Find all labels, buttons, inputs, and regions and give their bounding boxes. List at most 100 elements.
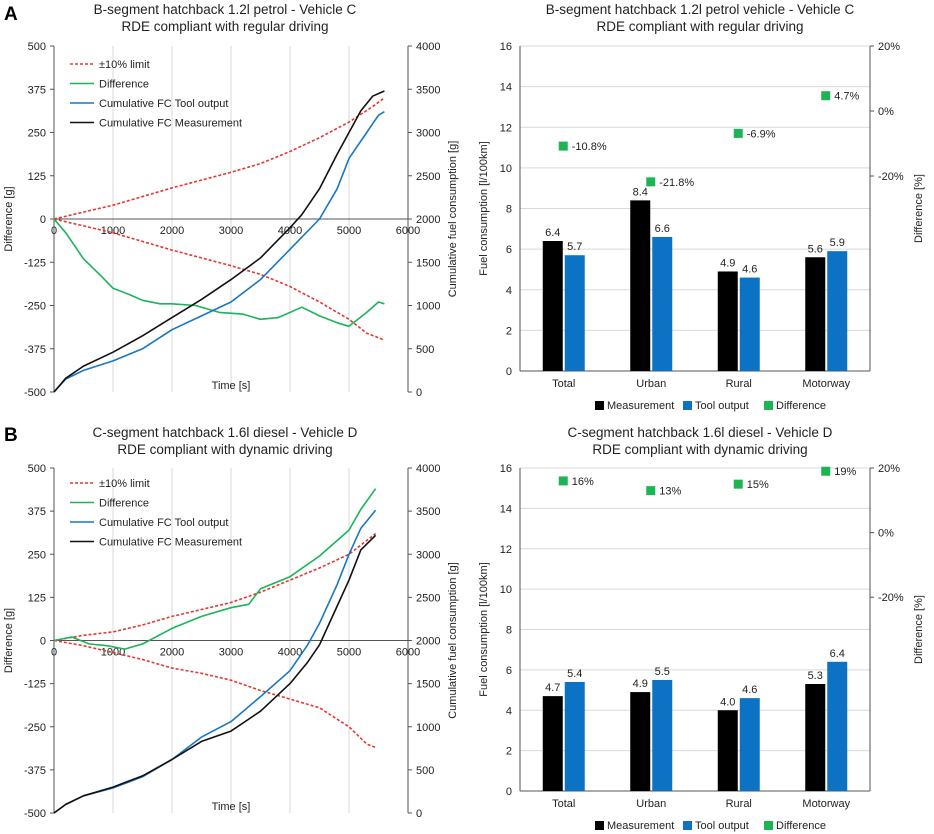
legend-label: Cumulative FC Measurement bbox=[99, 118, 242, 130]
y-tick-label: 6 bbox=[506, 665, 512, 677]
data-label-tool-output: 4.6 bbox=[742, 684, 757, 696]
bar-chart-vehicle-d: C-segment hatchback 1.6l diesel - Vehicl… bbox=[478, 425, 925, 832]
legend-label: Difference bbox=[99, 79, 149, 91]
panel-letter-a: A bbox=[4, 4, 18, 25]
legend-label: Cumulative FC Measurement bbox=[99, 537, 242, 549]
data-label-difference: -10.8% bbox=[572, 141, 607, 153]
x-tick-label: 2000 bbox=[160, 225, 184, 237]
y2-tick-label: 2500 bbox=[416, 592, 440, 604]
legend-swatch bbox=[764, 821, 773, 830]
category-label: Motorway bbox=[802, 378, 850, 390]
x-tick-label: 0 bbox=[51, 225, 57, 237]
y2-tick-label: 500 bbox=[416, 344, 434, 356]
marker-difference bbox=[558, 476, 568, 486]
bar-tool-output bbox=[652, 236, 673, 371]
y2-axis-label: Cumulative fuel consumption [g] bbox=[447, 141, 459, 298]
x-tick-label: 5000 bbox=[337, 225, 361, 237]
y2-axis-label: Difference [%] bbox=[913, 174, 925, 243]
y2-tick-label: -20% bbox=[878, 592, 904, 604]
legend-label: ±10% limit bbox=[99, 478, 150, 490]
y-tick-label: 375 bbox=[28, 506, 46, 518]
data-label-tool-output: 5.5 bbox=[655, 666, 670, 678]
marker-difference bbox=[821, 91, 831, 101]
series-line-10-limit-lower bbox=[53, 218, 385, 341]
x-tick-label: 6000 bbox=[396, 225, 420, 237]
legend-label: Tool output bbox=[695, 820, 749, 832]
y2-tick-label: 0% bbox=[878, 528, 894, 540]
y2-tick-label: 0 bbox=[416, 387, 422, 399]
y-tick-label: 14 bbox=[500, 503, 512, 515]
y2-tick-label: 0% bbox=[878, 106, 894, 118]
y-tick-label: 10 bbox=[500, 584, 512, 596]
y-tick-label: 4 bbox=[506, 705, 512, 717]
y-tick-label: -375 bbox=[24, 765, 46, 777]
bar-tool-output bbox=[827, 251, 848, 371]
bar-tool-output bbox=[827, 661, 848, 791]
series-line-difference bbox=[53, 218, 385, 328]
data-label-tool-output: 6.6 bbox=[655, 223, 670, 235]
bar-measurement bbox=[717, 710, 738, 791]
y2-tick-label: 20% bbox=[878, 41, 900, 53]
bar-measurement bbox=[630, 692, 651, 791]
x-tick-label: 3000 bbox=[219, 225, 243, 237]
chart-title: C-segment hatchback 1.6l diesel - Vehicl… bbox=[93, 425, 358, 440]
series-line-cumulative-fc-measurement bbox=[53, 534, 377, 814]
chart-title: C-segment hatchback 1.6l diesel - Vehicl… bbox=[568, 425, 833, 440]
y-tick-label: -125 bbox=[24, 257, 46, 269]
bar-tool-output bbox=[652, 679, 673, 791]
y-tick-label: -125 bbox=[24, 679, 46, 691]
legend-label: Difference bbox=[776, 400, 826, 412]
data-label-measurement: 6.4 bbox=[545, 227, 560, 239]
series-line-cumulative-fc-tool-output bbox=[53, 111, 385, 393]
y-tick-label: 250 bbox=[28, 128, 46, 140]
data-label-measurement: 4.0 bbox=[720, 696, 735, 708]
legend-label: Cumulative FC Tool output bbox=[99, 517, 228, 529]
category-label: Urban bbox=[636, 378, 666, 390]
data-label-tool-output: 5.9 bbox=[830, 237, 845, 249]
chart-subtitle: RDE compliant with dynamic driving bbox=[117, 442, 332, 457]
bar-measurement bbox=[542, 241, 563, 371]
series-line-difference bbox=[53, 488, 377, 650]
panel-letter-b: B bbox=[4, 425, 18, 446]
bar-tool-output bbox=[564, 255, 585, 371]
data-label-tool-output: 5.7 bbox=[567, 241, 582, 253]
y2-tick-label: 4000 bbox=[416, 463, 440, 475]
series-line-cumulative-fc-tool-output bbox=[53, 509, 377, 814]
y2-axis-label: Difference [%] bbox=[913, 595, 925, 664]
data-label-tool-output: 5.4 bbox=[567, 668, 582, 680]
data-label-difference: -6.9% bbox=[747, 128, 776, 140]
y-tick-label: 375 bbox=[28, 84, 46, 96]
series-line-10-limit-lower bbox=[53, 639, 376, 749]
x-tick-label: 0 bbox=[51, 647, 57, 659]
y-tick-label: 125 bbox=[28, 592, 46, 604]
y-tick-label: 0 bbox=[40, 214, 46, 226]
y2-tick-label: 3500 bbox=[416, 506, 440, 518]
y-tick-label: 16 bbox=[500, 463, 512, 475]
y2-tick-label: 500 bbox=[416, 765, 434, 777]
legend-swatch bbox=[595, 821, 604, 830]
marker-difference bbox=[821, 466, 831, 476]
legend-label: Difference bbox=[776, 820, 826, 832]
y-tick-label: 0 bbox=[506, 786, 512, 798]
x-axis-label: Time [s] bbox=[212, 380, 251, 392]
y-tick-label: 6 bbox=[506, 244, 512, 256]
y-tick-label: 0 bbox=[506, 366, 512, 378]
y-tick-label: 500 bbox=[28, 463, 46, 475]
marker-difference bbox=[558, 141, 568, 151]
bar-tool-output bbox=[739, 698, 760, 791]
y-tick-label: 2 bbox=[506, 746, 512, 758]
y-axis-label: Difference [g] bbox=[3, 608, 15, 673]
data-label-tool-output: 6.4 bbox=[830, 648, 845, 660]
y2-tick-label: 2500 bbox=[416, 171, 440, 183]
bar-tool-output bbox=[564, 681, 585, 791]
data-label-difference: -21.8% bbox=[659, 177, 694, 189]
data-label-measurement: 4.9 bbox=[633, 678, 648, 690]
y-tick-label: 0 bbox=[40, 636, 46, 648]
bar-measurement bbox=[717, 271, 738, 371]
series-line-10-limit-upper bbox=[53, 532, 377, 642]
line-chart-vehicle-c: B-segment hatchback 1.2l petrol - Vehicl… bbox=[3, 2, 459, 399]
legend-label: Measurement bbox=[607, 400, 674, 412]
legend-label: Tool output bbox=[695, 400, 749, 412]
marker-difference bbox=[733, 128, 743, 138]
